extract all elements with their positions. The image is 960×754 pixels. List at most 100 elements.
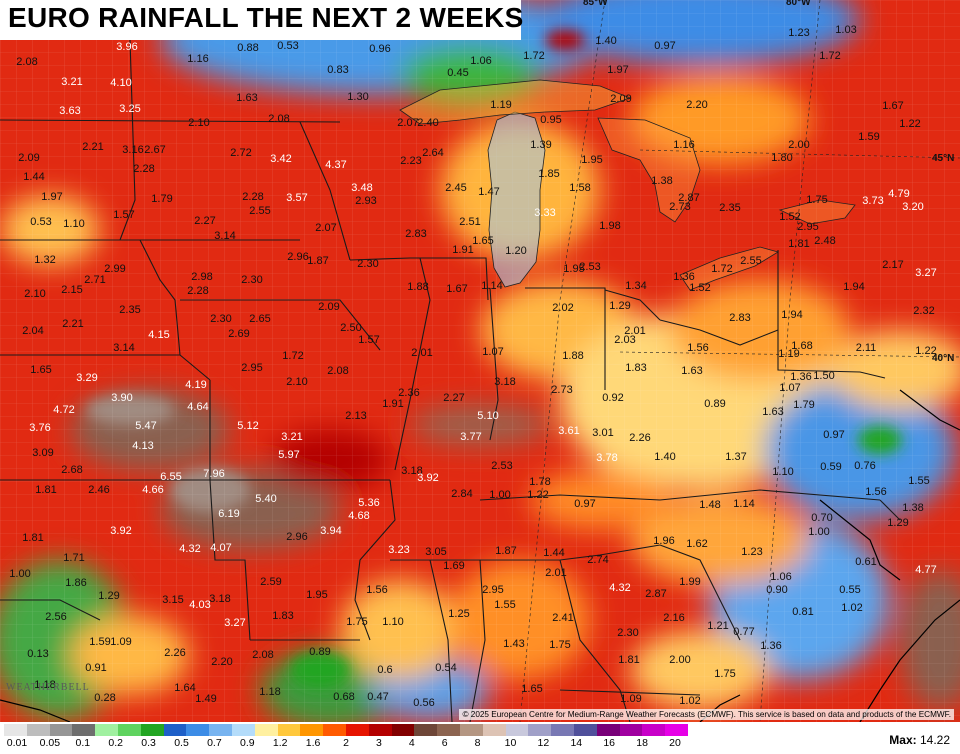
rain-value: 3.33: [534, 207, 555, 219]
rain-value: 1.38: [651, 175, 672, 187]
rain-value: 1.21: [707, 620, 728, 632]
rain-value: 2.95: [482, 584, 503, 596]
rain-value: 3.16: [122, 144, 143, 156]
rain-value: 2.04: [22, 325, 43, 337]
rain-value: 3.18: [494, 376, 515, 388]
rain-value: 1.95: [581, 154, 602, 166]
legend-tick-label: 0.05: [39, 737, 61, 749]
rain-value: 3.78: [596, 452, 617, 464]
legend-tick-label: 3: [375, 737, 382, 749]
rain-value: 2.84: [451, 488, 472, 500]
rain-value: 1.83: [625, 362, 646, 374]
rain-value: 1.97: [41, 191, 62, 203]
rain-value: 1.75: [714, 668, 735, 680]
rain-value: 2.30: [617, 627, 638, 639]
rain-value: 2.95: [797, 221, 818, 233]
rain-value: 1.19: [490, 99, 511, 111]
rain-value: 0.90: [766, 584, 787, 596]
legend-swatch: [574, 724, 598, 736]
rain-value: 0.45: [447, 67, 468, 79]
rain-value: 1.75: [806, 194, 827, 206]
rain-value: 1.00: [489, 489, 510, 501]
rain-value: 2.87: [678, 192, 699, 204]
rain-value: 0.56: [413, 697, 434, 709]
legend-tick-label: 6: [441, 737, 448, 749]
legend-swatch: [26, 724, 51, 736]
rain-value: 1.67: [446, 283, 467, 295]
legend-swatch: [482, 724, 507, 736]
rain-value: 2.68: [61, 464, 82, 476]
rain-value: 5.12: [237, 420, 258, 432]
legend-tick-label: 0.2: [108, 737, 123, 749]
rain-value: 2.27: [194, 215, 215, 227]
rain-value: 1.00: [808, 526, 829, 538]
rain-value: 1.94: [843, 281, 864, 293]
rain-value: 2.73: [551, 384, 572, 396]
legend-swatch: [163, 724, 187, 736]
rain-value: 1.14: [481, 280, 502, 292]
rain-value: 0.91: [85, 662, 106, 674]
rain-value: 1.75: [549, 639, 570, 651]
rain-value: 2.87: [645, 588, 666, 600]
rain-value: 2.08: [327, 365, 348, 377]
rain-value: 3.14: [113, 342, 134, 354]
map-title: EURO RAINFALL THE NEXT 2 WEEKS: [8, 2, 524, 33]
legend-swatch: [95, 724, 119, 736]
rain-value: 1.47: [478, 186, 499, 198]
rain-value: 3.14: [214, 230, 235, 242]
rain-value: 3.76: [29, 422, 50, 434]
rain-value: 3.63: [59, 105, 80, 117]
rain-value: 2.40: [417, 117, 438, 129]
rain-value: 1.63: [236, 92, 257, 104]
rain-value: 2.45: [445, 182, 466, 194]
state-borders: [0, 39, 901, 722]
legend-swatch: [391, 724, 415, 736]
rain-value: 1.22: [899, 118, 920, 130]
rain-value: 2.00: [669, 654, 690, 666]
rain-value: 1.32: [34, 254, 55, 266]
rain-value: 1.58: [569, 182, 590, 194]
rain-value: 1.68: [791, 340, 812, 352]
rain-value: 2.07: [397, 117, 418, 129]
watermark: WEATHERBELL: [6, 682, 90, 693]
rain-value: 1.44: [23, 171, 44, 183]
rain-value: 1.10: [382, 616, 403, 628]
rain-value: 1.64: [174, 682, 195, 694]
rain-value: 2.20: [211, 656, 232, 668]
legend-swatch: [300, 724, 324, 736]
rain-value: 1.02: [841, 602, 862, 614]
max-label: Max:: [889, 733, 917, 747]
rain-value: 2.16: [663, 612, 684, 624]
rain-value: 3.27: [915, 267, 936, 279]
legend-tick-label: 14: [570, 737, 583, 749]
rain-value: 0.55: [839, 584, 860, 596]
map-canvas: 85°W 80°W 45°N 40°N 3.96 1.16 0.88 0.53 2.08…: [0, 0, 960, 722]
rain-value: 2.21: [62, 318, 83, 330]
lake-erie: [679, 246, 779, 291]
legend-swatch: [528, 724, 552, 736]
rain-value: 1.81: [35, 484, 56, 496]
rain-value: 2.71: [84, 274, 105, 286]
rain-value: 2.35: [719, 202, 740, 214]
rain-value: 3.21: [61, 76, 82, 88]
rain-value: 0.6: [377, 664, 392, 676]
rain-value: 3.94: [320, 525, 341, 537]
rain-value: 1.29: [609, 300, 630, 312]
legend-swatch: [72, 724, 96, 736]
rain-value: 1.02: [679, 695, 700, 707]
legend-swatch: [323, 724, 347, 736]
rain-value: 2.53: [579, 261, 600, 273]
rain-value: 1.50: [813, 370, 834, 382]
rain-value: 0.83: [327, 64, 348, 76]
rain-value: 1.91: [452, 244, 473, 256]
rain-value: 1.38: [902, 502, 923, 514]
rain-value: 0.89: [309, 646, 330, 658]
rain-value: 1.87: [495, 545, 516, 557]
rain-value: 1.63: [762, 406, 783, 418]
rain-value: 2.59: [260, 576, 281, 588]
rain-value: 7.96: [203, 468, 224, 480]
rain-value: 2.01: [411, 347, 432, 359]
rain-value: 1.06: [770, 571, 791, 583]
rain-value: 2.53: [491, 460, 512, 472]
rain-value: 1.48: [699, 499, 720, 511]
